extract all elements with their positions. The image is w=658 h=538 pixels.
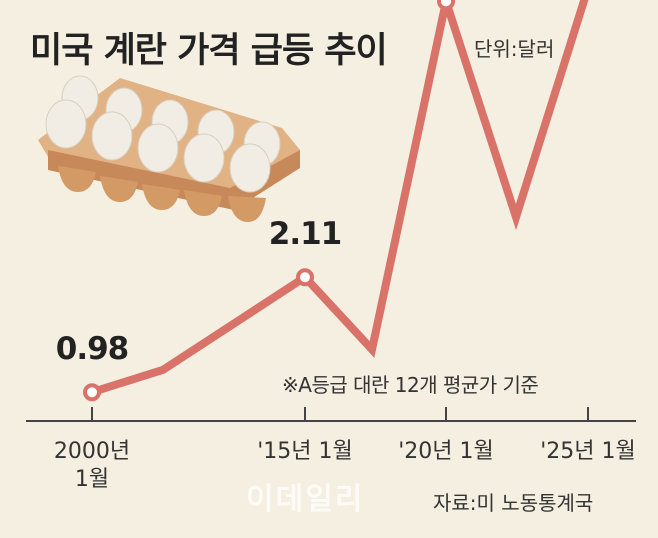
x-tick-label: 2000년 1월 xyxy=(53,439,131,492)
data-point-marker xyxy=(296,268,314,287)
x-tick-label: '15년 1월 xyxy=(257,439,353,464)
unit-label: 단위:달러 xyxy=(474,37,555,61)
source-label: 자료:미 노동통계국 xyxy=(433,491,594,515)
chart-title: 미국 계란 가격 급등 추이 xyxy=(30,31,388,71)
watermark: 이데일리 xyxy=(246,482,365,517)
egg-carton-icon xyxy=(38,75,300,222)
x-tick-label: '25년 1월 xyxy=(540,439,636,464)
data-label: 2.11 xyxy=(268,216,342,253)
data-point-marker xyxy=(437,0,455,11)
data-point-marker xyxy=(83,383,101,402)
data-label: 0.98 xyxy=(55,331,129,368)
chart-note: ※A등급 대란 12개 평균가 기준 xyxy=(282,373,539,397)
x-tick-label: '20년 1월 xyxy=(398,439,494,464)
series-line xyxy=(88,0,589,397)
